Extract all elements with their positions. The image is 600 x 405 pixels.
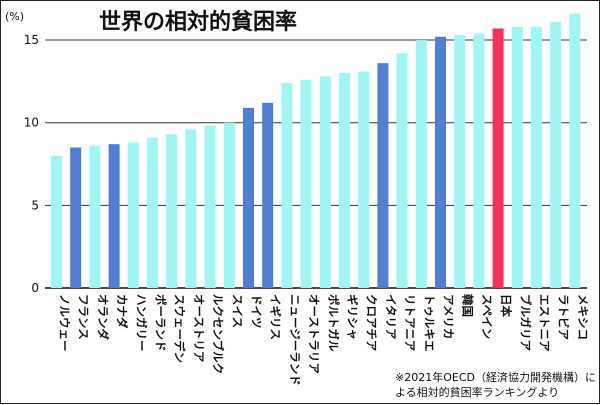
- bar-8: [185, 129, 197, 288]
- category-label: オランダ: [96, 294, 110, 340]
- category-label: ルクセンブルク: [211, 294, 225, 374]
- bar-11: [243, 107, 254, 289]
- category-label: ポルトガル: [326, 294, 340, 352]
- bar-10: [223, 122, 235, 289]
- bar-9: [204, 126, 216, 288]
- bar-22: [454, 35, 466, 288]
- category-label: フランス: [77, 294, 91, 340]
- chart-title: 世界の相対的貧困率: [99, 9, 297, 35]
- bar-12: [262, 102, 274, 288]
- category-label: イタリア: [384, 294, 398, 340]
- bar-2: [70, 147, 82, 288]
- bar-17: [358, 71, 370, 288]
- bar-3: [89, 145, 101, 288]
- bar-4: [108, 144, 120, 288]
- category-label: ニュージーランド: [288, 294, 302, 386]
- bar-26: [531, 26, 542, 288]
- category-label: クロアチア: [365, 294, 379, 352]
- source-note-line-2: よる相対的貧困率ランキングより: [395, 385, 559, 399]
- bar-18: [377, 63, 389, 289]
- bar-23: [473, 33, 485, 289]
- y-tick-label: 15: [24, 33, 39, 47]
- bar-16: [339, 73, 350, 288]
- category-label: リトアニア: [403, 294, 417, 352]
- bar-15: [319, 76, 331, 289]
- category-label: ポーランド: [154, 294, 168, 352]
- category-label: イギリス: [269, 294, 283, 340]
- category-label: ドイツ: [250, 294, 264, 329]
- category-label: スイス: [230, 294, 244, 328]
- category-label: 日本: [499, 294, 513, 317]
- bar-27: [550, 21, 562, 289]
- bar-21: [435, 36, 446, 288]
- y-axis: 0 5 10 15: [24, 33, 39, 295]
- bar-5: [127, 142, 139, 288]
- bar-24: [492, 28, 504, 289]
- category-label: スペイン: [480, 294, 494, 339]
- y-tick-label: 5: [31, 198, 39, 212]
- category-label: 韓国: [461, 294, 475, 317]
- bars: [51, 13, 581, 289]
- source-note-line-1: ※2021年OECD（経済協力開発機構）に: [395, 370, 596, 384]
- category-label: ハンガリー: [134, 294, 148, 352]
- bar-13: [281, 83, 293, 288]
- x-axis-labels: ノルウェー フランス オランダ カナダ ハンガリー ポーランド スウェーデン オーストリア ルク…: [58, 294, 590, 386]
- y-tick-label: 10: [24, 116, 39, 130]
- category-label: アメリカ: [442, 294, 456, 339]
- bar-14: [300, 79, 312, 289]
- bar-6: [147, 137, 158, 288]
- grid-lines: [45, 39, 587, 289]
- bar-19: [396, 53, 408, 289]
- category-label: メキシコ: [576, 294, 590, 340]
- category-label: ノルウェー: [58, 294, 72, 352]
- category-label: トゥルキエ: [422, 294, 436, 352]
- category-label: オーストリア: [192, 294, 206, 363]
- y-tick-label: 0: [31, 281, 39, 295]
- category-label: ギリシャ: [346, 294, 360, 340]
- category-label: エストニア: [538, 294, 552, 352]
- category-label: カナダ: [115, 294, 129, 329]
- bar-1: [51, 155, 62, 288]
- bar-28: [569, 13, 581, 289]
- category-label: ブルガリア: [518, 294, 532, 352]
- bar-20: [415, 40, 427, 288]
- category-label: ラトビア: [557, 294, 571, 340]
- source-note: ※2021年OECD（経済協力開発機構）に よる相対的貧困率ランキングより: [395, 370, 596, 399]
- category-label: スウェーデン: [173, 294, 187, 363]
- bar-7: [166, 134, 178, 288]
- bar-25: [511, 26, 523, 288]
- y-axis-unit: (%): [5, 10, 24, 23]
- category-label: オーストラリア: [307, 294, 321, 374]
